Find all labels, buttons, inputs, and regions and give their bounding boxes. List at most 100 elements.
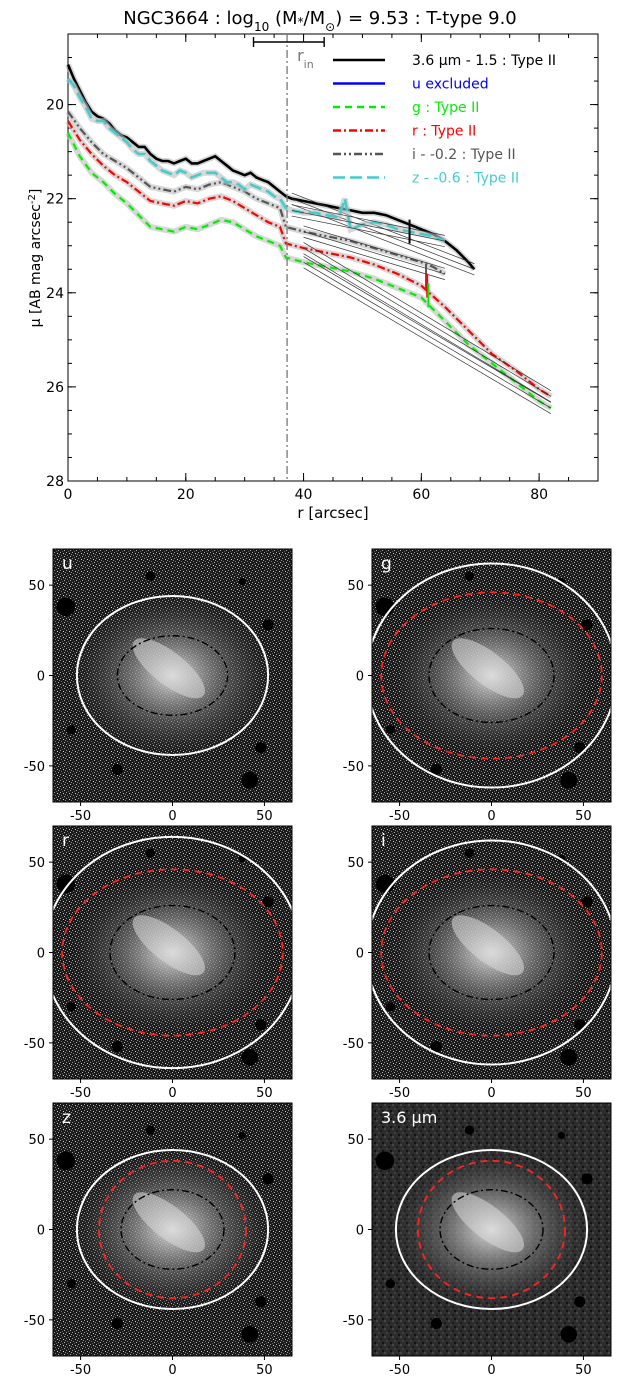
inner-ellipse bbox=[116, 635, 229, 716]
fit-line bbox=[303, 256, 552, 403]
panel-label: g bbox=[381, 554, 392, 574]
panel-y-tick-label: 0 bbox=[37, 670, 45, 685]
inner-ellipse bbox=[428, 904, 555, 1001]
galaxy-bar bbox=[132, 915, 206, 976]
panel-x-tick-label: -50 bbox=[70, 1363, 91, 1377]
legend-entry: z - -0.6 : Type II bbox=[412, 171, 519, 187]
masked-star bbox=[560, 772, 577, 789]
break-ellipse bbox=[61, 868, 284, 1037]
panel-y-tick-label: -50 bbox=[343, 760, 364, 775]
break-ellipse bbox=[380, 591, 603, 760]
masked-star bbox=[464, 848, 475, 858]
masked-star bbox=[262, 619, 274, 631]
panel-y-tick-label: 50 bbox=[347, 1133, 364, 1148]
panel-y-tick-label: 0 bbox=[356, 947, 364, 962]
masked-star bbox=[262, 896, 274, 908]
title-part: ⊙ bbox=[325, 20, 335, 34]
outer-ellipse bbox=[394, 1148, 589, 1311]
r-in-subscript: in bbox=[304, 58, 314, 71]
masked-star bbox=[581, 1173, 593, 1185]
masked-star bbox=[560, 1326, 577, 1343]
masked-star bbox=[238, 577, 247, 586]
y-tick-label: 22 bbox=[46, 192, 64, 208]
masked-star bbox=[557, 1131, 566, 1140]
panel-y-tick-label: 50 bbox=[28, 579, 45, 594]
outer-ellipse bbox=[42, 835, 303, 1070]
x-tick-label: 60 bbox=[412, 487, 430, 503]
masked-star bbox=[385, 725, 395, 735]
surface-brightness-profile-chart: NGC3664 : log10 (M*/M⊙) = 9.53 : T-type … bbox=[27, 8, 599, 522]
galaxy-bar bbox=[132, 638, 206, 699]
inner-ellipse bbox=[439, 1189, 544, 1270]
panel-y-tick-label: 50 bbox=[28, 1133, 45, 1148]
y-label-part: -2 bbox=[27, 194, 38, 204]
title-part: /M bbox=[304, 8, 326, 29]
masked-star bbox=[430, 763, 442, 775]
masked-star bbox=[385, 1002, 395, 1012]
panel-label: 3.6 μm bbox=[381, 1108, 437, 1127]
panel-x-tick-label: 50 bbox=[256, 1363, 273, 1377]
panel-x-tick-label: -50 bbox=[70, 809, 91, 824]
masked-star bbox=[574, 1296, 586, 1308]
fit-line bbox=[303, 247, 552, 397]
panel-y-tick-label: 0 bbox=[37, 947, 45, 962]
panel-x-tick-label: -50 bbox=[70, 1086, 91, 1101]
masked-star bbox=[241, 772, 258, 789]
masked-star bbox=[581, 619, 593, 631]
image-panel: r -50 0 50 50 0 -50 bbox=[24, 825, 303, 1101]
outer-ellipse bbox=[75, 594, 270, 757]
masked-star bbox=[238, 1131, 247, 1140]
x-tick-label: 20 bbox=[177, 487, 195, 503]
inner-ellipse bbox=[109, 904, 236, 1001]
masked-star bbox=[145, 1125, 156, 1135]
title-part: * bbox=[298, 15, 304, 29]
panel-y-tick-label: -50 bbox=[343, 1314, 364, 1329]
profile-series bbox=[65, 63, 553, 415]
x-tick-label: 0 bbox=[64, 487, 73, 503]
panel-label: u bbox=[62, 554, 73, 574]
y-tick-label: 26 bbox=[46, 380, 64, 396]
panel-x-tick-label: 0 bbox=[487, 809, 495, 824]
title-part: ) = 9.53 : T-type 9.0 bbox=[335, 8, 517, 29]
series-line bbox=[67, 132, 552, 410]
masked-star bbox=[262, 1173, 274, 1185]
masked-star bbox=[111, 1317, 123, 1329]
panel-label: z bbox=[62, 1108, 71, 1128]
masked-star bbox=[111, 763, 123, 775]
title-part: 10 bbox=[254, 20, 269, 34]
chart-title: NGC3664 : log10 (M*/M⊙) = 9.53 : T-type … bbox=[123, 8, 517, 34]
panel-y-tick-label: 50 bbox=[347, 579, 364, 594]
masked-star bbox=[145, 571, 156, 581]
masked-star bbox=[464, 571, 475, 581]
masked-star bbox=[66, 1279, 76, 1289]
break-ellipse bbox=[380, 868, 603, 1037]
masked-star bbox=[375, 1151, 395, 1171]
y-label-part: μ [AB mag arcsec bbox=[28, 204, 44, 327]
panel-x-tick-label: -50 bbox=[389, 809, 410, 824]
panel-y-tick-label: -50 bbox=[24, 1037, 45, 1052]
galaxy-bar bbox=[451, 1192, 525, 1253]
panel-x-tick-label: 50 bbox=[575, 1363, 592, 1377]
break-ellipse bbox=[417, 1159, 566, 1300]
legend-entry: 3.6 μm - 1.5 : Type II bbox=[412, 53, 556, 69]
x-tick-label: 40 bbox=[295, 487, 313, 503]
fit-line bbox=[303, 225, 445, 269]
fit-line bbox=[291, 215, 445, 248]
series-error-band bbox=[65, 119, 553, 399]
masked-star bbox=[145, 848, 156, 858]
panel-label: r bbox=[62, 831, 69, 851]
fit-line bbox=[303, 231, 445, 275]
r-in-marker: rin bbox=[252, 34, 325, 481]
legend-entry: r : Type II bbox=[412, 124, 476, 140]
masked-star bbox=[255, 1296, 267, 1308]
image-panel: g -50 0 50 50 0 -50 bbox=[343, 548, 618, 824]
panel-y-tick-label: -50 bbox=[24, 1314, 45, 1329]
masked-star bbox=[56, 597, 76, 617]
panel-x-tick-label: -50 bbox=[389, 1086, 410, 1101]
galaxy-bar bbox=[132, 1192, 206, 1253]
masked-star bbox=[464, 1125, 475, 1135]
x-tick-label: 80 bbox=[530, 487, 548, 503]
panel-x-tick-label: 50 bbox=[256, 809, 273, 824]
panel-x-tick-label: 50 bbox=[575, 809, 592, 824]
